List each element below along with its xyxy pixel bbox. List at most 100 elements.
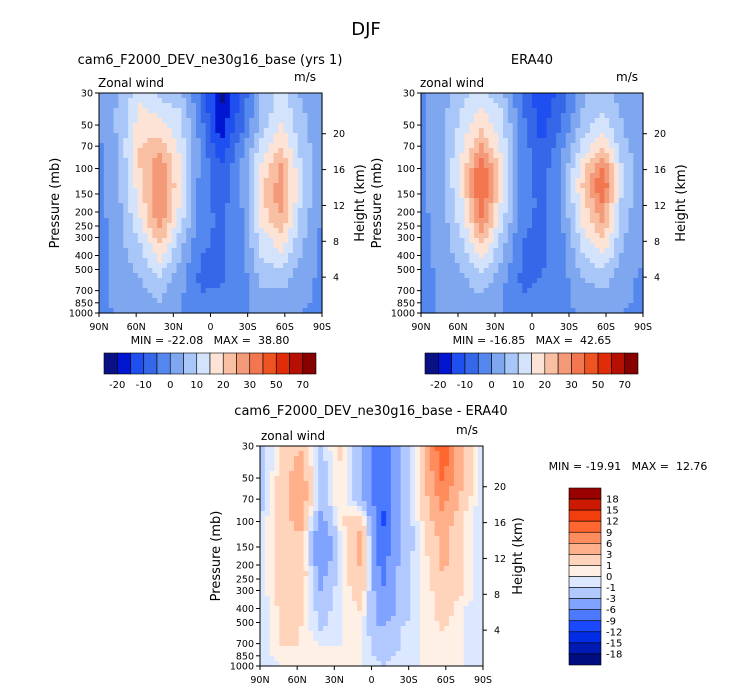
contour-cell xyxy=(454,103,461,109)
contour-cell xyxy=(113,123,119,129)
contour-cell xyxy=(123,228,129,234)
contour-cell xyxy=(638,103,644,109)
contour-cell xyxy=(527,173,533,179)
contour-cell xyxy=(171,238,178,244)
contour-cell xyxy=(638,163,644,169)
contour-cell xyxy=(191,193,197,199)
contour-cell xyxy=(284,511,290,517)
contour-cell xyxy=(483,233,490,239)
contour-cell xyxy=(488,213,494,219)
contour-cell xyxy=(425,158,432,164)
contour-cell xyxy=(458,496,465,502)
contour-cell xyxy=(614,283,620,289)
contour-cell xyxy=(225,258,231,264)
contour-cell xyxy=(503,173,509,179)
contour-cell xyxy=(449,98,456,104)
contour-cell xyxy=(99,148,105,154)
contour-cell xyxy=(166,173,173,179)
contour-cell xyxy=(288,298,294,304)
contour-cell xyxy=(435,188,441,194)
contour-cell xyxy=(312,93,318,99)
contour-cell xyxy=(421,243,427,249)
contour-cell xyxy=(142,228,149,234)
contour-cell xyxy=(210,263,216,269)
contour-cell xyxy=(292,143,299,149)
contour-cell xyxy=(633,103,639,109)
contour-cell xyxy=(425,93,432,99)
contour-cell xyxy=(546,93,552,99)
contour-cell xyxy=(215,103,221,109)
contour-cell xyxy=(108,283,115,289)
contour-cell xyxy=(313,471,319,477)
contour-cell xyxy=(532,203,538,209)
contour-cell xyxy=(395,506,402,512)
contour-cell xyxy=(503,143,509,149)
contour-cell xyxy=(478,446,484,452)
contour-cell xyxy=(229,168,236,174)
contour-cell xyxy=(142,308,149,314)
contour-cell xyxy=(371,526,377,532)
contour-cell xyxy=(273,103,279,109)
contour-cell xyxy=(580,268,586,274)
contour-cell xyxy=(565,308,572,314)
height-tick-label: 16 xyxy=(333,165,345,176)
contour-cell xyxy=(234,273,241,279)
contour-cell xyxy=(599,283,605,289)
contour-cell xyxy=(279,446,285,452)
contour-cell xyxy=(263,173,270,179)
contour-cell xyxy=(108,188,115,194)
contour-cell xyxy=(618,233,625,239)
contour-cell xyxy=(507,93,514,99)
contour-cell xyxy=(623,303,630,309)
contour-cell xyxy=(157,233,163,239)
contour-cell xyxy=(292,123,299,129)
contour-cell xyxy=(454,158,461,164)
contour-cell xyxy=(244,153,250,159)
contour-cell xyxy=(556,208,562,214)
contour-cell xyxy=(623,243,630,249)
contour-cell xyxy=(614,98,620,104)
contour-cell xyxy=(421,263,427,269)
contour-cell xyxy=(570,203,577,209)
contour-cell xyxy=(589,193,596,199)
contour-cell xyxy=(425,208,432,214)
contour-cell xyxy=(565,203,572,209)
contour-cell xyxy=(512,258,519,264)
contour-cell xyxy=(263,243,270,249)
contour-cell xyxy=(191,253,197,259)
contour-cell xyxy=(458,466,465,472)
colorbar-label: -20 xyxy=(430,380,446,391)
contour-cell xyxy=(421,103,427,109)
contour-cell xyxy=(99,123,105,129)
contour-cell xyxy=(435,118,441,124)
contour-cell xyxy=(147,148,153,154)
contour-cell xyxy=(618,118,625,124)
contour-cell xyxy=(599,173,605,179)
contour-cell xyxy=(317,293,323,299)
contour-cell xyxy=(468,501,474,507)
contour-cell xyxy=(152,148,158,154)
contour-cell xyxy=(191,213,197,219)
contour-cell xyxy=(517,293,523,299)
contour-cell xyxy=(152,183,158,189)
contour-cell xyxy=(376,481,382,487)
contour-cell xyxy=(225,168,231,174)
contour-cell xyxy=(132,193,139,199)
contour-cell xyxy=(137,168,144,174)
contour-cell xyxy=(258,188,265,194)
contour-cell xyxy=(337,526,344,532)
contour-cell xyxy=(103,138,110,144)
contour-cell xyxy=(618,203,625,209)
pressure-tick-label: 250 xyxy=(397,222,415,233)
contour-cell xyxy=(609,243,615,249)
contour-cell xyxy=(205,213,212,219)
contour-cell xyxy=(474,218,480,224)
contour-cell xyxy=(541,243,548,249)
contour-cell xyxy=(278,138,284,144)
contour-cell xyxy=(162,298,168,304)
contour-cell xyxy=(623,153,630,159)
contour-cell xyxy=(517,138,523,144)
contour-cell xyxy=(176,163,183,169)
contour-cell xyxy=(527,273,533,279)
contour-cell xyxy=(488,253,494,259)
